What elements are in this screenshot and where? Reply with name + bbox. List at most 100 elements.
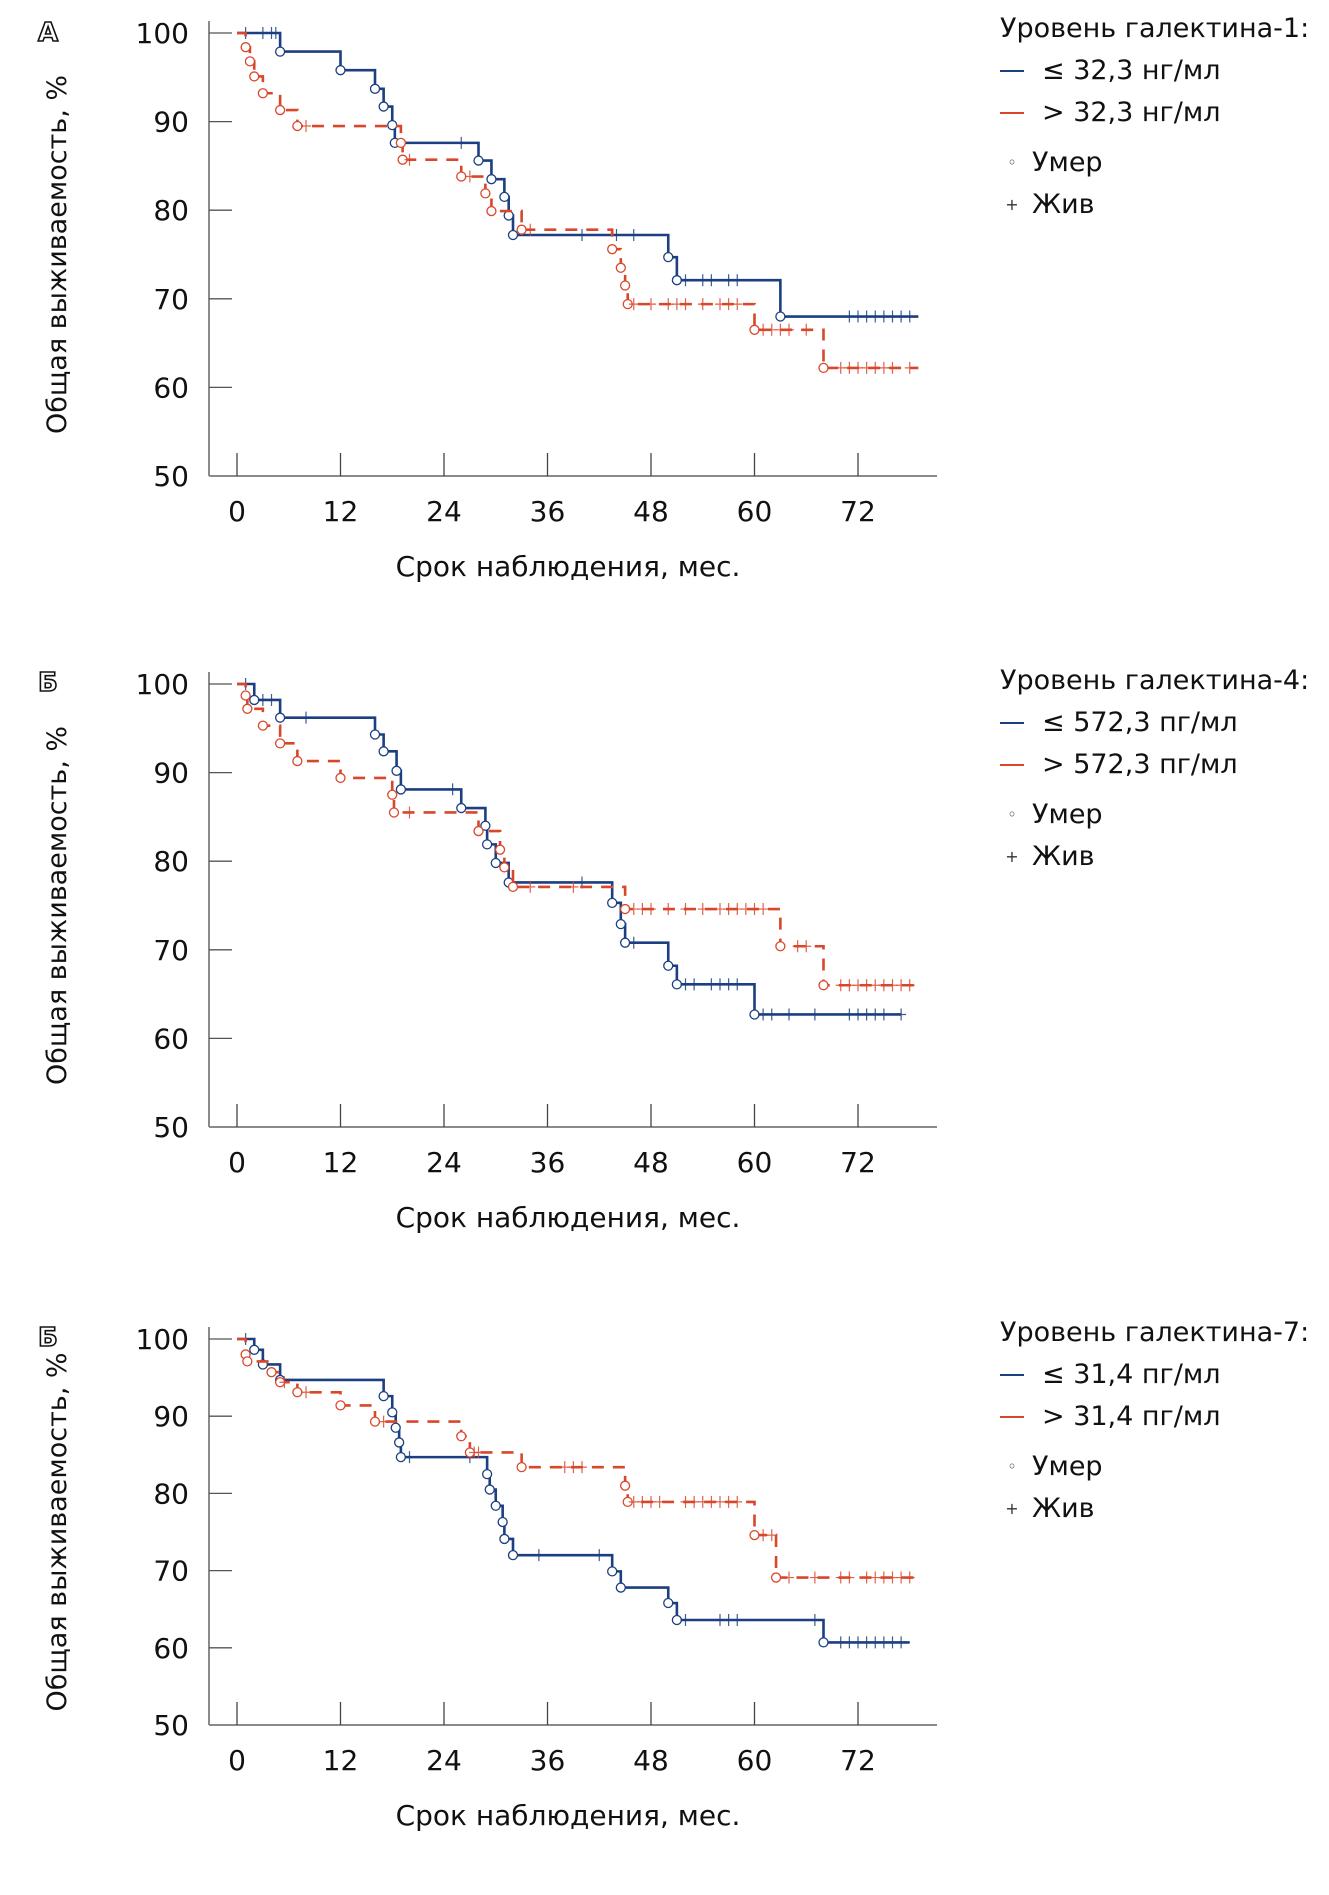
- censored-marker: [732, 903, 743, 916]
- x-tick-label: 12: [323, 1744, 359, 1777]
- died-marker: [274, 712, 286, 723]
- y-tick-label: 50: [153, 1111, 189, 1144]
- censored-marker: [853, 310, 863, 323]
- y-tick-label: 90: [153, 1400, 189, 1433]
- censored-marker: [740, 903, 751, 916]
- censored-marker: [861, 1008, 872, 1021]
- censored-marker: [853, 979, 863, 992]
- x-tick-label: 60: [737, 1744, 773, 1777]
- censored-marker: [861, 979, 872, 992]
- censored-marker: [663, 298, 674, 311]
- legend-label-alive: Жив: [1032, 189, 1095, 220]
- y-tick-label: 70: [153, 1555, 189, 1588]
- censored-marker: [473, 1446, 484, 1459]
- x-tick-label: 0: [228, 1744, 246, 1777]
- died-marker: [395, 137, 407, 149]
- x-tick-label: 24: [426, 1744, 462, 1777]
- censored-marker: [844, 1571, 855, 1584]
- legend-title: Уровень галектина-1:: [1000, 13, 1310, 44]
- censored-marker: [896, 979, 907, 992]
- legend-item-died: ◦ Умер: [1000, 1446, 1309, 1488]
- y-axis-title: Общая выживаемость, %: [42, 75, 73, 434]
- died-marker: [480, 188, 491, 199]
- censored-marker: [870, 1636, 881, 1649]
- alive-plus-icon: +: [1005, 195, 1019, 214]
- legend-item-died: ◦ Умер: [1000, 142, 1309, 184]
- censored-marker: [732, 274, 743, 287]
- x-tick-label: 12: [323, 1146, 359, 1179]
- died-marker: [615, 1582, 626, 1593]
- x-tick-label: 24: [426, 1146, 462, 1179]
- censored-marker: [577, 1461, 587, 1474]
- legend-label-low: ≤ 31,4 пг/мл: [1042, 1359, 1221, 1390]
- died-marker: [244, 56, 256, 67]
- legend-swatch-high: [1000, 764, 1024, 766]
- died-marker: [818, 1637, 829, 1648]
- legend-label-high: > 572,3 пг/мл: [1042, 749, 1238, 780]
- censored-marker: [715, 978, 725, 991]
- censored-marker: [758, 1008, 769, 1021]
- censored-marker: [697, 1495, 708, 1508]
- died-marker: [274, 104, 286, 116]
- censored-marker: [447, 783, 458, 796]
- censored-marker: [723, 274, 734, 287]
- censored-marker: [896, 1008, 907, 1021]
- y-tick-label: 50: [153, 1709, 189, 1742]
- censored-marker: [844, 1636, 855, 1649]
- panel-label: Б: [37, 667, 58, 699]
- censored-marker: [844, 979, 855, 992]
- censored-marker: [809, 1008, 820, 1021]
- died-marker: [818, 362, 829, 374]
- km-series-high: [237, 682, 919, 992]
- died-marker: [292, 755, 303, 767]
- legend-item-low: ≤ 32,3 нг/мл: [1000, 50, 1309, 92]
- legend-label-high: > 32,3 нг/мл: [1042, 97, 1221, 128]
- y-tick-label: 100: [136, 17, 189, 50]
- died-marker: [266, 1367, 277, 1378]
- censored-marker: [835, 1636, 846, 1649]
- censored-marker: [715, 1614, 725, 1627]
- legend-label-low: ≤ 32,3 нг/мл: [1042, 55, 1221, 86]
- died-marker: [473, 825, 484, 837]
- censored-marker: [904, 1571, 915, 1584]
- legend: Уровень галектина-4: ≤ 572,3 пг/мл > 572…: [1000, 660, 1309, 878]
- x-tick-label: 36: [530, 495, 566, 528]
- died-marker: [335, 1400, 346, 1411]
- died-marker: [393, 1437, 405, 1448]
- censored-marker: [878, 979, 889, 992]
- censored-marker: [784, 1571, 794, 1584]
- legend-label-high: > 31,4 пг/мл: [1042, 1401, 1221, 1432]
- censored-marker: [404, 153, 415, 166]
- censored-marker: [896, 1636, 907, 1649]
- x-tick-label: 60: [737, 1146, 773, 1179]
- censored-marker: [861, 1571, 872, 1584]
- y-tick-label: 80: [153, 1477, 189, 1510]
- censored-marker: [257, 27, 268, 39]
- legend-title: Уровень галектина-7:: [1000, 1317, 1310, 1348]
- censored-marker: [525, 880, 536, 893]
- censored-marker: [628, 936, 639, 949]
- died-circle-icon: ◦: [1007, 1457, 1017, 1476]
- died-marker: [378, 1390, 389, 1402]
- died-marker: [456, 1431, 467, 1442]
- km-chart-galectin-1: 50 60 70 80 90 100 0 12 24 36 48 60 72 Срок наблюдени…: [42, 17, 937, 583]
- x-tick-label: 36: [530, 1744, 566, 1777]
- censored-marker: [887, 310, 898, 323]
- censored-marker: [301, 711, 311, 724]
- died-marker: [378, 101, 389, 112]
- died-marker: [749, 1529, 760, 1541]
- died-marker: [499, 1533, 510, 1545]
- censored-marker: [689, 978, 700, 991]
- censored-marker: [654, 1495, 665, 1508]
- died-marker: [395, 1451, 407, 1463]
- censored-marker: [878, 1571, 889, 1584]
- censored-marker: [456, 136, 467, 149]
- died-marker: [274, 738, 286, 749]
- died-marker: [481, 839, 493, 850]
- died-marker: [497, 1516, 508, 1528]
- censored-marker: [732, 1614, 743, 1627]
- legend-swatch-high: [1000, 112, 1024, 114]
- died-marker: [473, 155, 484, 166]
